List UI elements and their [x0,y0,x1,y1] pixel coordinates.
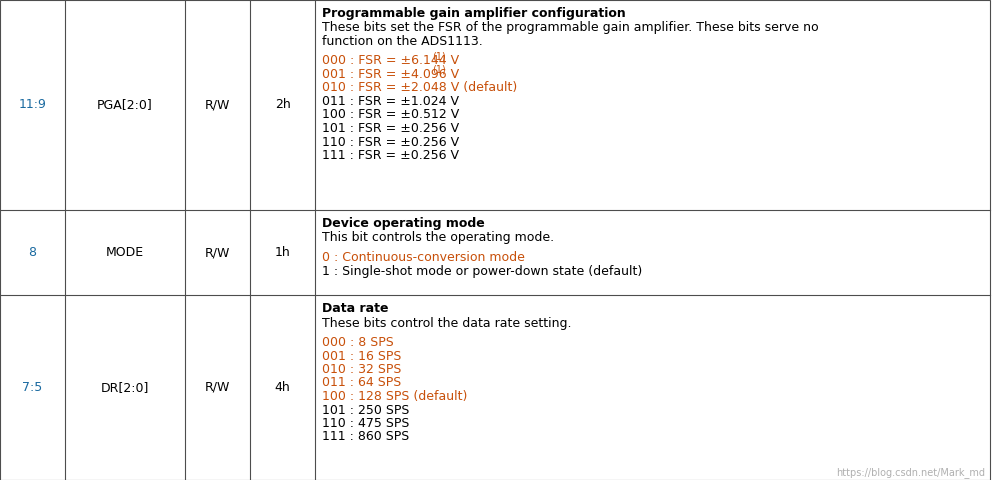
Text: 000 : FSR = ±6.144 V: 000 : FSR = ±6.144 V [322,55,459,68]
Text: (1): (1) [432,51,446,61]
Text: R/W: R/W [205,246,230,259]
Text: 011 : 64 SPS: 011 : 64 SPS [322,376,401,389]
Text: Device operating mode: Device operating mode [322,217,485,230]
Text: 101 : FSR = ±0.256 V: 101 : FSR = ±0.256 V [322,122,459,135]
Text: These bits set the FSR of the programmable gain amplifier. These bits serve no: These bits set the FSR of the programmab… [322,22,819,35]
Text: 7:5: 7:5 [22,381,43,394]
Text: 1h: 1h [275,246,291,259]
Text: 111 : 860 SPS: 111 : 860 SPS [322,431,409,444]
Text: DR[2:0]: DR[2:0] [101,381,149,394]
Text: 101 : 250 SPS: 101 : 250 SPS [322,404,409,417]
Text: 1 : Single-shot mode or power-down state (default): 1 : Single-shot mode or power-down state… [322,264,642,277]
Text: 011 : FSR = ±1.024 V: 011 : FSR = ±1.024 V [322,95,459,108]
Text: MODE: MODE [106,246,144,259]
Text: 8: 8 [29,246,37,259]
Text: 0 : Continuous-conversion mode: 0 : Continuous-conversion mode [322,251,525,264]
Text: (1): (1) [432,65,446,75]
Text: These bits control the data rate setting.: These bits control the data rate setting… [322,316,572,329]
Text: function on the ADS1113.: function on the ADS1113. [322,35,483,48]
Text: Data rate: Data rate [322,302,388,315]
Text: 001 : 16 SPS: 001 : 16 SPS [322,349,401,362]
Text: R/W: R/W [205,381,230,394]
Text: 100 : FSR = ±0.512 V: 100 : FSR = ±0.512 V [322,108,459,121]
Text: 000 : 8 SPS: 000 : 8 SPS [322,336,393,349]
Text: 001 : FSR = ±4.096 V: 001 : FSR = ±4.096 V [322,68,459,81]
Text: 010 : 32 SPS: 010 : 32 SPS [322,363,401,376]
Text: 2h: 2h [275,98,291,111]
Text: 11:9: 11:9 [19,98,47,111]
Text: 100 : 128 SPS (default): 100 : 128 SPS (default) [322,390,467,403]
Text: 110 : FSR = ±0.256 V: 110 : FSR = ±0.256 V [322,135,459,148]
Text: 4h: 4h [275,381,291,394]
Text: This bit controls the operating mode.: This bit controls the operating mode. [322,231,554,244]
Text: 010 : FSR = ±2.048 V (default): 010 : FSR = ±2.048 V (default) [322,82,517,95]
Text: 110 : 475 SPS: 110 : 475 SPS [322,417,409,430]
Text: 111 : FSR = ±0.256 V: 111 : FSR = ±0.256 V [322,149,459,162]
Text: Programmable gain amplifier configuration: Programmable gain amplifier configuratio… [322,7,625,20]
Text: PGA[2:0]: PGA[2:0] [98,98,152,111]
Text: https://blog.csdn.net/Mark_md: https://blog.csdn.net/Mark_md [836,467,985,478]
Text: R/W: R/W [205,98,230,111]
